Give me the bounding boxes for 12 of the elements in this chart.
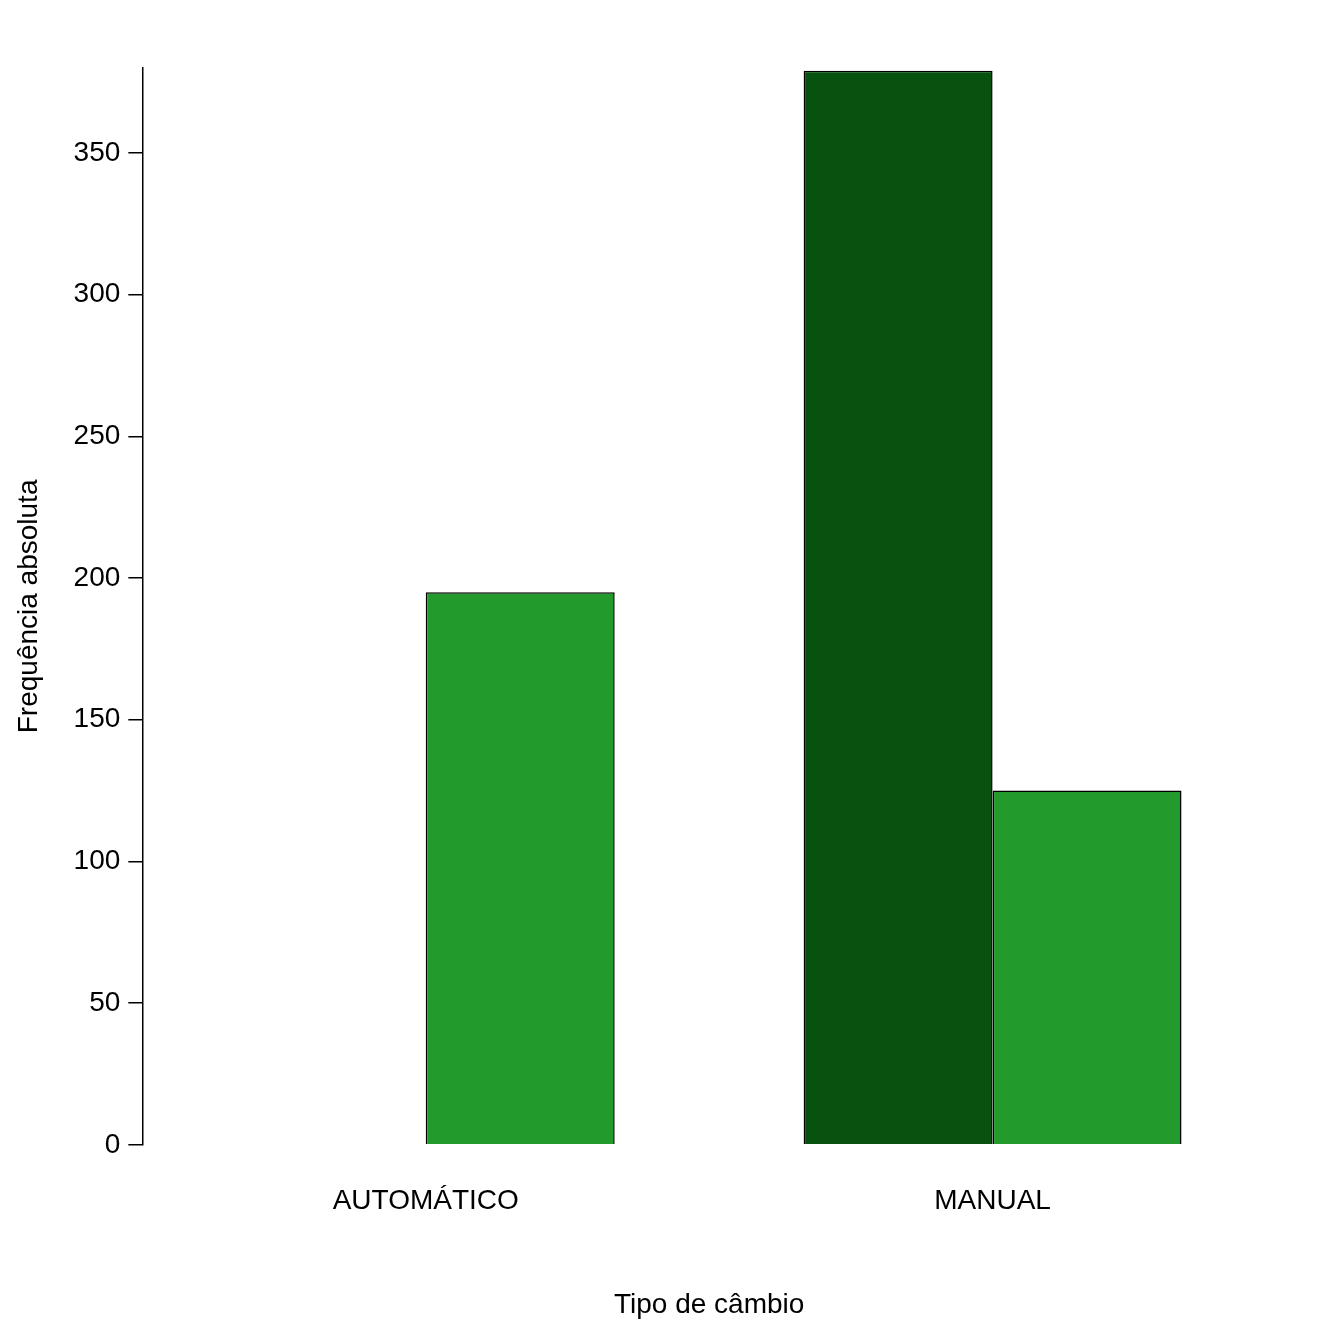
y-tick-label: 50: [89, 985, 121, 1017]
y-tick-label: 0: [104, 1127, 121, 1159]
y-tick-label: 250: [73, 419, 121, 451]
y-tick-label: 150: [73, 702, 121, 734]
y-axis-title: Frequência absoluta: [11, 479, 43, 734]
x-tick-label: MANUAL: [934, 1184, 1051, 1216]
y-tick-label: 100: [73, 844, 121, 876]
y-tick-label: 350: [73, 135, 121, 167]
y-tick-label: 300: [73, 277, 121, 309]
x-axis-title: Tipo de câmbio: [613, 1287, 805, 1319]
y-tick-label: 200: [73, 560, 121, 592]
x-tick-label: AUTOMÁTICO: [332, 1184, 519, 1216]
